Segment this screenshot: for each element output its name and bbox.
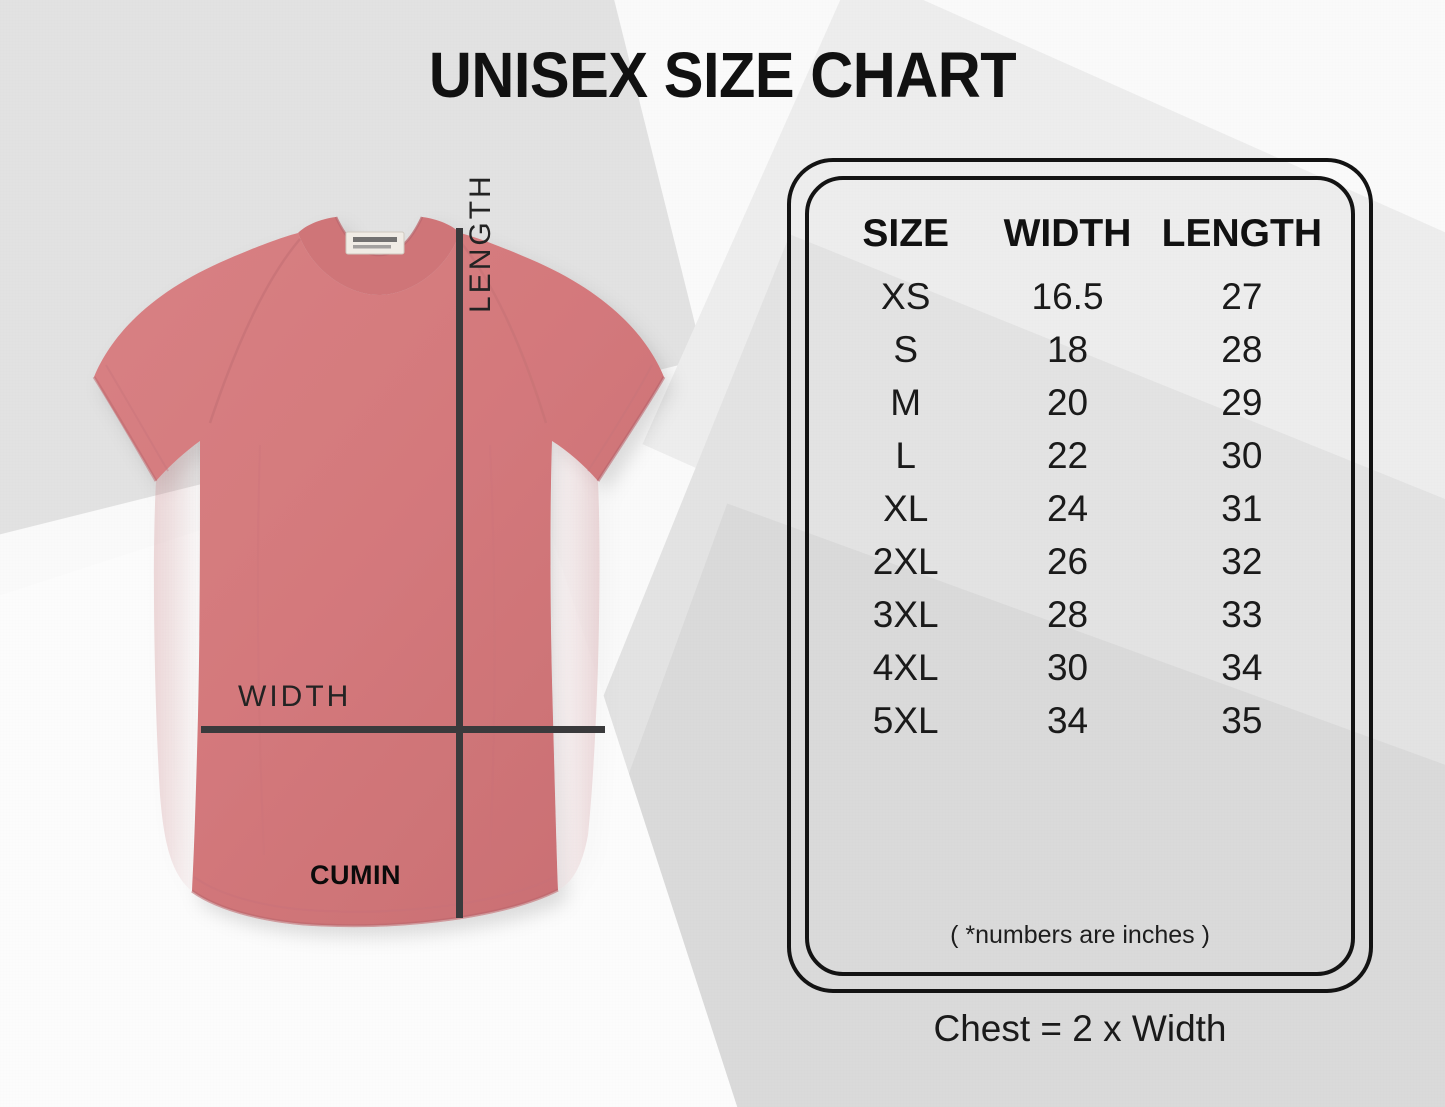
cell-length: 28 [1221, 329, 1263, 370]
cell-length: 32 [1221, 541, 1263, 582]
size-table-card: SIZE WIDTH LENGTH XS 16.5 27 S 18 28 M [805, 176, 1355, 976]
cell-width: 28 [1046, 594, 1089, 635]
cell-width: 34 [1046, 700, 1089, 741]
cell-width: 18 [1046, 329, 1089, 370]
cell-width: 20 [1046, 382, 1089, 423]
neck-tag-icon [345, 231, 405, 255]
length-measurement-line [456, 228, 463, 918]
cell-length: 30 [1221, 435, 1263, 476]
cell-length: 27 [1221, 276, 1263, 317]
tshirt-diagram: WIDTH LENGTH CUMIN [60, 173, 760, 965]
column-header-size: SIZE [862, 212, 950, 255]
cell-width: 16.5 [1031, 276, 1104, 317]
table-row: 3XL 28 33 [831, 588, 1329, 641]
cell-size: 4XL [872, 647, 939, 688]
chest-formula-note: Chest = 2 x Width [933, 1008, 1227, 1049]
table-row: S 18 28 [831, 323, 1329, 376]
cell-length: 31 [1221, 488, 1263, 529]
page-title: UNISEX SIZE CHART [428, 39, 1017, 111]
cell-size: 5XL [872, 700, 939, 741]
table-row: XL 24 31 [831, 482, 1329, 535]
cell-size: XS [881, 276, 931, 317]
size-table-body: XS 16.5 27 S 18 28 M 20 29 L 22 30 [831, 270, 1329, 747]
cell-size: L [895, 435, 916, 476]
length-label: LENGTH [464, 173, 497, 313]
table-row: XS 16.5 27 [831, 270, 1329, 323]
cell-size: S [893, 329, 919, 370]
cell-size: XL [883, 488, 929, 529]
cell-width: 24 [1046, 488, 1089, 529]
table-row: 4XL 30 34 [831, 641, 1329, 694]
cell-size: 3XL [872, 594, 939, 635]
width-label: WIDTH [238, 680, 352, 713]
column-header-length: LENGTH [1161, 212, 1322, 255]
table-row: M 20 29 [831, 376, 1329, 429]
table-row: L 22 30 [831, 429, 1329, 482]
size-table: SIZE WIDTH LENGTH XS 16.5 27 S 18 28 M [831, 212, 1329, 747]
color-name-label: CUMIN [310, 860, 401, 890]
cell-size: 2XL [872, 541, 939, 582]
cell-length: 33 [1221, 594, 1263, 635]
tshirt-image [92, 216, 666, 928]
width-measurement-line [201, 726, 605, 733]
table-row: 5XL 34 35 [831, 694, 1329, 747]
cell-width: 26 [1046, 541, 1089, 582]
cell-length: 35 [1221, 700, 1263, 741]
cell-size: M [890, 382, 922, 423]
column-header-width: WIDTH [1003, 212, 1132, 255]
table-row: 2XL 26 32 [831, 535, 1329, 588]
cell-width: 22 [1046, 435, 1089, 476]
tshirt-body [92, 216, 666, 928]
cell-length: 34 [1221, 647, 1263, 688]
units-footnote: ( *numbers are inches ) [950, 921, 1210, 949]
table-header-row: SIZE WIDTH LENGTH [831, 212, 1329, 270]
cell-width: 30 [1046, 647, 1089, 688]
size-table-outer-border [787, 158, 1373, 993]
cell-length: 29 [1221, 382, 1263, 423]
